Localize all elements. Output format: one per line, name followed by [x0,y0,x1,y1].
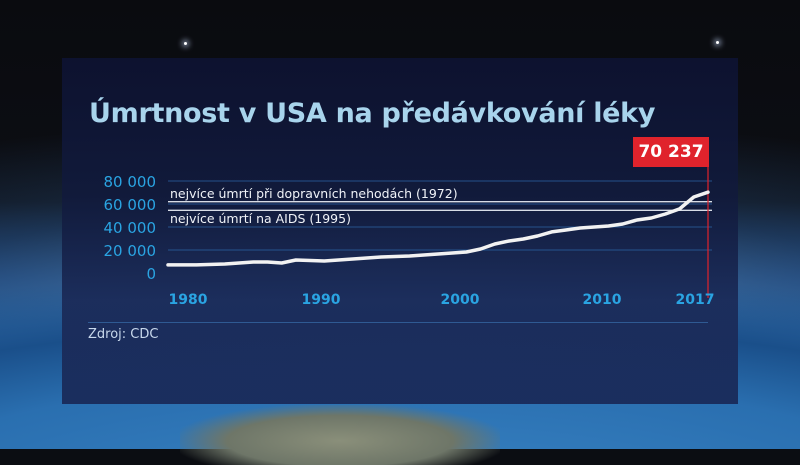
reference-lines [168,201,712,211]
gridlines [168,180,712,251]
source-divider [88,322,708,323]
y-tick-0: 0 [146,265,156,283]
highlight-value-badge: 70 237 [633,137,709,167]
x-tick-2000: 2000 [440,292,480,308]
line-chart [166,167,712,298]
source-note: Zdroj: CDC [88,327,159,342]
x-tick-1980: 1980 [168,292,208,308]
chart-panel [62,58,738,404]
data-line [166,190,710,267]
reference-label-traffic: nejvíce úmrtí při dopravních nehodách (1… [170,186,458,201]
star [716,41,719,44]
y-tick-80000: 80 000 [103,173,157,191]
x-tick-2010: 2010 [582,292,622,308]
y-tick-60000: 60 000 [103,196,157,214]
x-tick-1990: 1990 [301,292,341,308]
reference-label-aids: nejvíce úmrtí na AIDS (1995) [170,211,351,226]
star [184,42,187,45]
y-tick-20000: 20 000 [103,242,157,260]
y-tick-40000: 40 000 [103,219,157,237]
chart-title: Úmrtnost v USA na předávkování léky [89,98,656,129]
x-tick-2017: 2017 [675,292,715,308]
